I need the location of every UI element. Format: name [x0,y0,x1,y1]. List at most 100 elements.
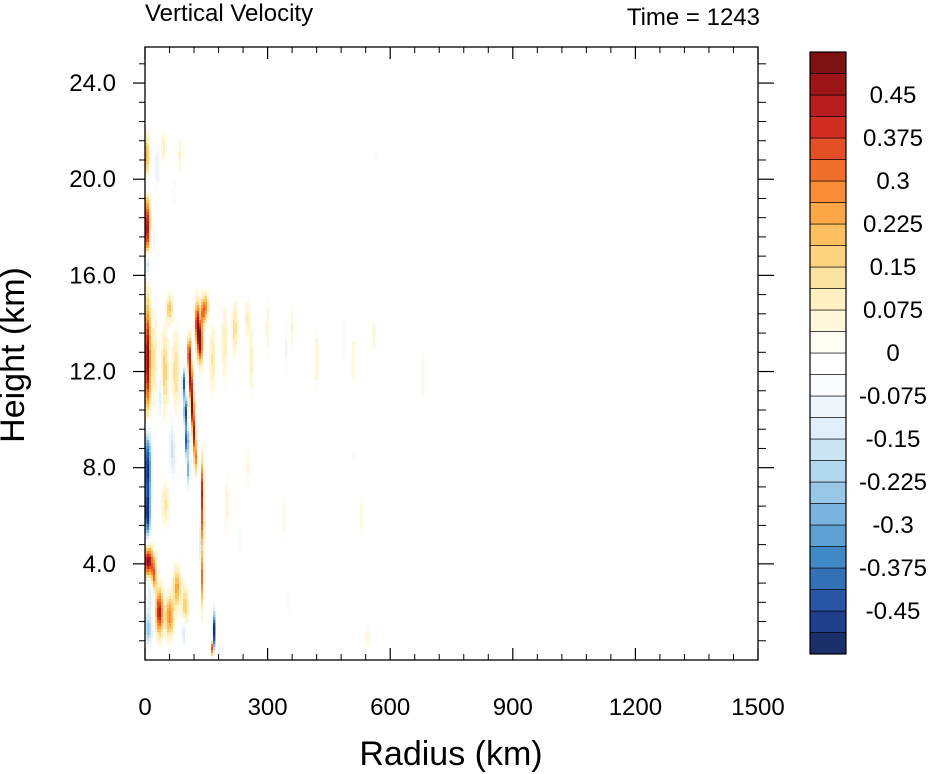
field-cell [225,530,228,534]
field-cell [151,524,154,528]
field-cell [231,314,234,318]
field-cell [147,617,150,621]
field-cell [145,194,148,198]
field-cell [185,464,188,468]
field-cell [173,332,176,336]
field-cell [213,629,216,633]
field-cell [195,452,198,456]
field-cell [165,521,168,525]
field-cell [187,413,190,417]
field-cell [173,590,176,594]
field-cell [193,431,196,435]
field-cell [149,596,152,600]
field-cell [201,515,204,519]
field-cell [291,338,294,342]
field-cell [225,368,228,372]
field-cell [193,446,196,450]
field-cell [183,578,186,582]
field-cell [225,329,228,333]
field-cell [149,269,152,273]
field-cell [147,467,150,471]
field-cell [267,317,270,321]
field-cell [183,647,186,651]
field-cell [149,212,152,216]
field-cell [179,368,182,372]
field-cell [209,338,212,342]
field-cell [285,323,288,327]
field-cell [163,335,166,339]
field-cell [145,185,148,189]
field-cell [203,497,206,501]
field-cell [177,167,180,171]
field-cell [195,443,198,447]
field-cell [167,608,170,612]
field-cell [201,536,204,540]
field-cell [201,566,204,570]
field-cell [207,314,210,318]
field-cell [209,383,212,387]
field-cell [151,638,154,642]
field-cell [147,419,150,423]
field-cell [267,299,270,303]
field-cell [235,341,238,345]
field-cell [149,521,152,525]
field-cell [145,137,148,141]
field-cell [373,146,378,150]
field-cell [171,305,174,309]
field-cell [223,335,226,339]
field-cell [201,611,204,615]
field-cell [163,602,166,606]
field-cell [161,632,164,636]
field-cell [175,596,178,600]
field-cell [161,494,164,498]
field-cell [145,317,148,321]
field-cell [145,536,148,540]
field-cell [199,542,202,546]
field-cell [155,377,158,381]
field-cell [231,323,234,327]
field-cell [235,302,238,306]
field-cell [149,560,152,564]
field-cell [157,350,160,354]
field-cell [151,542,154,546]
field-cell [147,503,150,507]
field-cell [285,356,288,360]
field-cell [221,317,224,321]
field-cell [225,371,228,375]
field-cell [203,311,206,315]
field-cell [153,347,156,351]
field-cell [155,554,158,558]
field-cell [193,329,196,333]
field-cell [269,320,272,324]
field-cell [351,366,356,370]
field-cell [287,605,290,609]
field-cell [161,353,164,357]
field-cell [187,329,190,333]
field-cell [213,371,216,375]
field-cell [195,305,198,309]
field-cell [147,575,150,579]
field-cell [183,593,186,597]
field-cell [147,131,150,135]
field-cell [149,242,152,246]
field-cell [145,308,148,312]
field-cell [161,371,164,375]
field-cell [151,503,154,507]
field-cell [181,632,184,636]
field-cell [177,149,180,153]
field-cell [163,380,166,384]
field-cell [195,479,198,483]
field-cell [175,410,178,414]
field-cell [147,305,150,309]
field-cell [145,155,148,159]
field-cell [153,596,156,600]
field-cell [185,419,188,423]
field-cell [173,452,176,456]
field-cell [215,359,218,363]
field-cell [209,344,212,348]
field-cell [201,296,204,300]
field-cell [151,560,154,564]
field-cell [197,335,200,339]
colorbar-label: 0.3 [876,168,909,195]
field-cell [155,602,158,606]
